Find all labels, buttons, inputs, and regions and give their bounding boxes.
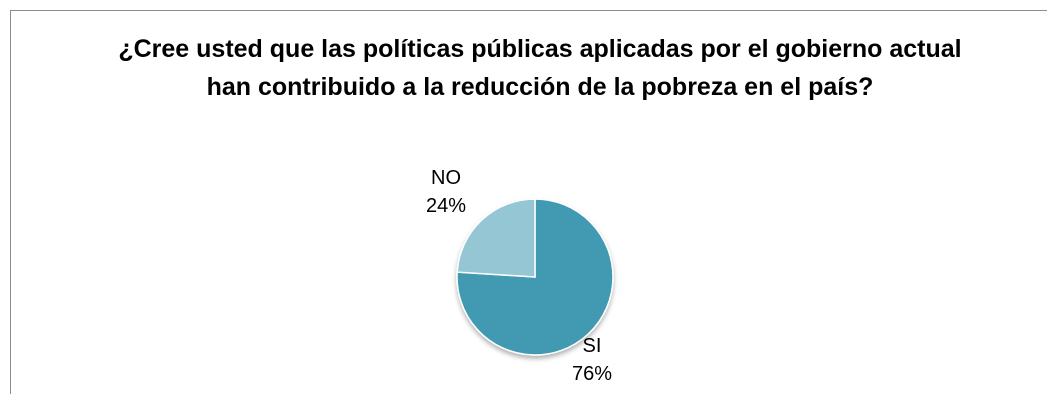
slice-category-label: SI <box>583 335 602 357</box>
slice-value-label: 76% <box>572 363 612 385</box>
slice-label-si: SI 76% <box>572 335 612 385</box>
chart-title: ¿Cree usted que las políticas públicas a… <box>118 35 962 101</box>
slice-label-no: NO 24% <box>426 167 466 217</box>
chart-border-top <box>10 10 1047 11</box>
chart-border-left <box>10 10 11 394</box>
pie-slice-no <box>456 198 536 278</box>
slice-category-label: NO <box>431 167 461 189</box>
slice-value-label: 24% <box>426 195 466 217</box>
